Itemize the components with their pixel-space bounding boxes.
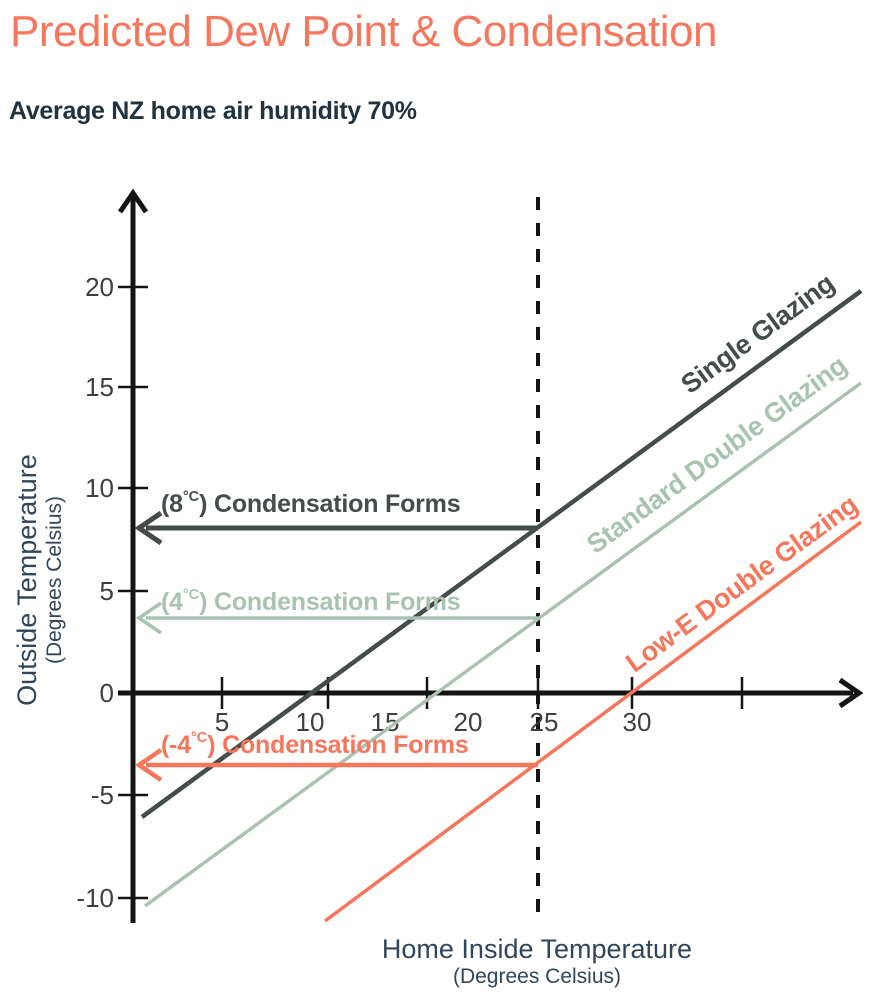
x-tick-label: 5: [215, 707, 229, 737]
x-axis-title: Home Inside Temperature (Degrees Celsius…: [337, 934, 737, 989]
annotation-single-glazing-condensation: (8°C) Condensation Forms: [161, 488, 461, 519]
x-axis-title-sub: (Degrees Celsius): [452, 965, 622, 989]
annotation-temp: (8: [161, 490, 183, 518]
y-axis-title: Outside Temperature (Degrees Celsius): [12, 420, 68, 740]
condensation-arrowhead-icon: [135, 601, 162, 635]
series-line-single-glazing: [140, 289, 863, 819]
series-label-low-e-double-glazing: Low-E Double Glazing: [620, 489, 863, 678]
page-subtitle: Average NZ home air humidity 70%: [9, 97, 417, 125]
y-tick-label: 20: [85, 272, 114, 302]
degree-unit: °C: [182, 586, 200, 603]
annotation-temp: (4: [161, 588, 183, 616]
x-tick-label: 20: [454, 707, 483, 737]
annotation-temp: (-4: [161, 731, 191, 759]
y-tick-label: 10: [85, 473, 114, 503]
x-tick-label: 10: [296, 707, 325, 737]
annotation-standard-double-glazing-condensation: (4°C) Condensation Forms: [161, 586, 461, 617]
y-axis-title-main: Outside Temperature: [12, 454, 42, 706]
y-axis-title-sub: (Degrees Celsius): [43, 495, 67, 665]
y-tick-label: 15: [85, 372, 114, 402]
condensation-arrowhead-icon: [135, 748, 163, 782]
y-tick-label: 0: [100, 678, 114, 708]
x-axis-arrowhead-icon: [838, 677, 864, 709]
annotation-text: ) Condensation Forms: [207, 731, 469, 759]
degree-unit: °C: [190, 729, 208, 746]
y-axis-arrowhead-icon: [117, 188, 149, 214]
condensation-arrowhead-icon: [134, 510, 163, 546]
page-title: Predicted Dew Point & Condensation: [10, 7, 717, 56]
y-tick-label: 5: [100, 576, 114, 606]
x-axis-title-main: Home Inside Temperature: [381, 934, 693, 964]
annotation-text: ) Condensation Forms: [199, 588, 461, 616]
x-tick-label: 30: [623, 707, 652, 737]
y-tick-label: -5: [91, 780, 114, 810]
x-tick-label: 25: [530, 707, 559, 737]
y-tick-label: -10: [76, 883, 114, 913]
annotation-low-e-double-glazing-condensation: (-4°C) Condensation Forms: [161, 729, 469, 760]
series-line-low-e-double-glazing: [323, 520, 863, 923]
annotation-text: ) Condensation Forms: [199, 490, 461, 518]
series-line-standard-double-glazing: [143, 381, 863, 908]
degree-unit: °C: [182, 488, 200, 505]
